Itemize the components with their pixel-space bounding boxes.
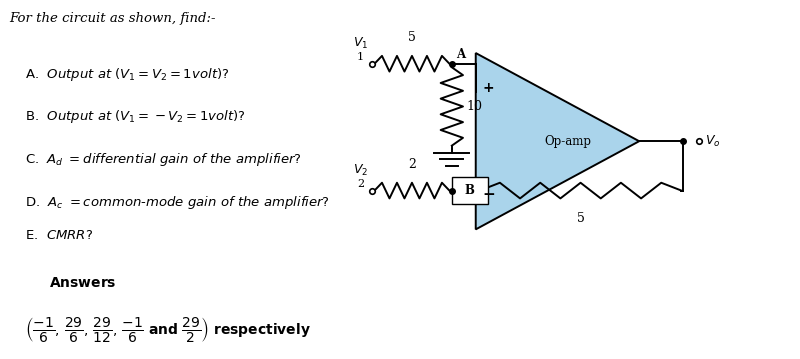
Text: 5: 5 [577, 212, 585, 225]
Text: +: + [482, 81, 494, 95]
Text: $V_2$: $V_2$ [353, 163, 368, 178]
Text: $V_1$: $V_1$ [353, 36, 368, 51]
Text: A: A [456, 48, 465, 61]
Text: Op-amp: Op-amp [545, 135, 592, 148]
Text: B.  $\mathit{Output\ at\ (V_1 = -V_2 = 1volt)?}$: B. $\mathit{Output\ at\ (V_1 = -V_2 = 1v… [26, 108, 246, 125]
Text: 1: 1 [357, 52, 364, 62]
Text: E.  $\mathit{CMRR?}$: E. $\mathit{CMRR?}$ [26, 229, 94, 242]
Text: −: − [482, 187, 495, 202]
Polygon shape [476, 53, 639, 229]
Text: C.  $\mathit{A_d}$ $\mathit{= differential\ gain\ of\ the\ amplifier?}$: C. $\mathit{A_d}$ $\mathit{= differentia… [26, 151, 302, 168]
Text: $\left(\dfrac{-1}{6},\,\dfrac{29}{6},\,\dfrac{29}{12},\,\dfrac{-1}{6}\ \mathbf{a: $\left(\dfrac{-1}{6},\,\dfrac{29}{6},\,\… [26, 315, 311, 344]
Text: 2: 2 [408, 158, 416, 171]
FancyBboxPatch shape [452, 177, 488, 204]
Text: 5: 5 [408, 31, 416, 44]
Text: B: B [465, 184, 474, 197]
Text: For the circuit as shown, find:-: For the circuit as shown, find:- [10, 12, 216, 25]
Text: 2: 2 [357, 179, 364, 189]
Text: 10: 10 [466, 100, 482, 113]
Text: A.  $\mathit{Output\ at\ (V_1 = V_2 = 1volt)?}$: A. $\mathit{Output\ at\ (V_1 = V_2 = 1vo… [26, 65, 230, 83]
Text: $V_o$: $V_o$ [705, 134, 720, 149]
Text: D.  $\mathit{A_c}$ $\mathit{= common\text{-}mode\ gain\ of\ the\ amplifier?}$: D. $\mathit{A_c}$ $\mathit{= common\text… [26, 194, 330, 211]
Text: $\mathbf{Answers}$: $\mathbf{Answers}$ [50, 276, 117, 290]
